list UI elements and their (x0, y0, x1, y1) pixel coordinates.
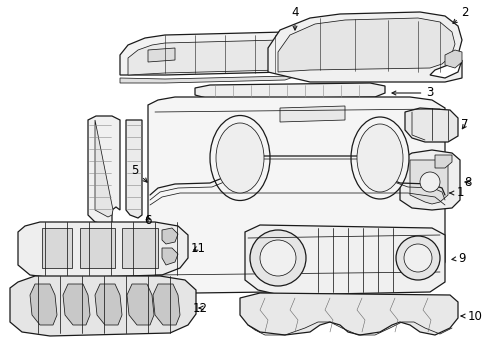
Polygon shape (120, 68, 307, 83)
Polygon shape (120, 32, 307, 75)
Polygon shape (122, 228, 158, 268)
Text: 9: 9 (451, 252, 465, 265)
Text: 7: 7 (460, 118, 468, 131)
Polygon shape (399, 150, 459, 210)
Text: 4: 4 (291, 6, 298, 30)
Polygon shape (162, 248, 178, 265)
Circle shape (395, 236, 439, 280)
Polygon shape (195, 83, 384, 99)
Polygon shape (153, 284, 180, 325)
Polygon shape (240, 293, 457, 335)
Circle shape (249, 230, 305, 286)
Polygon shape (278, 18, 454, 72)
Text: 5: 5 (131, 163, 147, 182)
Text: 2: 2 (452, 6, 468, 23)
Polygon shape (10, 276, 196, 336)
Polygon shape (244, 225, 444, 295)
Text: 1: 1 (449, 186, 463, 199)
Text: 12: 12 (192, 302, 207, 315)
Polygon shape (63, 284, 90, 325)
Text: 6: 6 (144, 213, 151, 226)
Text: 3: 3 (391, 86, 433, 99)
Ellipse shape (356, 124, 402, 192)
Polygon shape (95, 284, 122, 325)
Polygon shape (42, 228, 72, 268)
Polygon shape (280, 106, 345, 122)
Polygon shape (30, 284, 57, 325)
Circle shape (419, 172, 439, 192)
Polygon shape (162, 228, 178, 244)
Polygon shape (18, 222, 187, 278)
Polygon shape (434, 155, 451, 168)
Polygon shape (148, 48, 175, 62)
Circle shape (260, 240, 295, 276)
Polygon shape (88, 116, 120, 225)
Polygon shape (95, 120, 113, 217)
Text: 10: 10 (460, 310, 482, 323)
Ellipse shape (216, 123, 264, 193)
Polygon shape (127, 284, 154, 325)
Polygon shape (148, 97, 444, 293)
Polygon shape (267, 12, 461, 82)
Text: 11: 11 (190, 242, 205, 255)
Polygon shape (409, 160, 447, 204)
Ellipse shape (209, 116, 269, 201)
Polygon shape (404, 108, 457, 142)
Text: 8: 8 (464, 175, 471, 189)
Polygon shape (128, 40, 296, 75)
Ellipse shape (350, 117, 408, 199)
Polygon shape (126, 120, 142, 218)
Polygon shape (80, 228, 115, 268)
Polygon shape (444, 50, 461, 68)
Circle shape (403, 244, 431, 272)
